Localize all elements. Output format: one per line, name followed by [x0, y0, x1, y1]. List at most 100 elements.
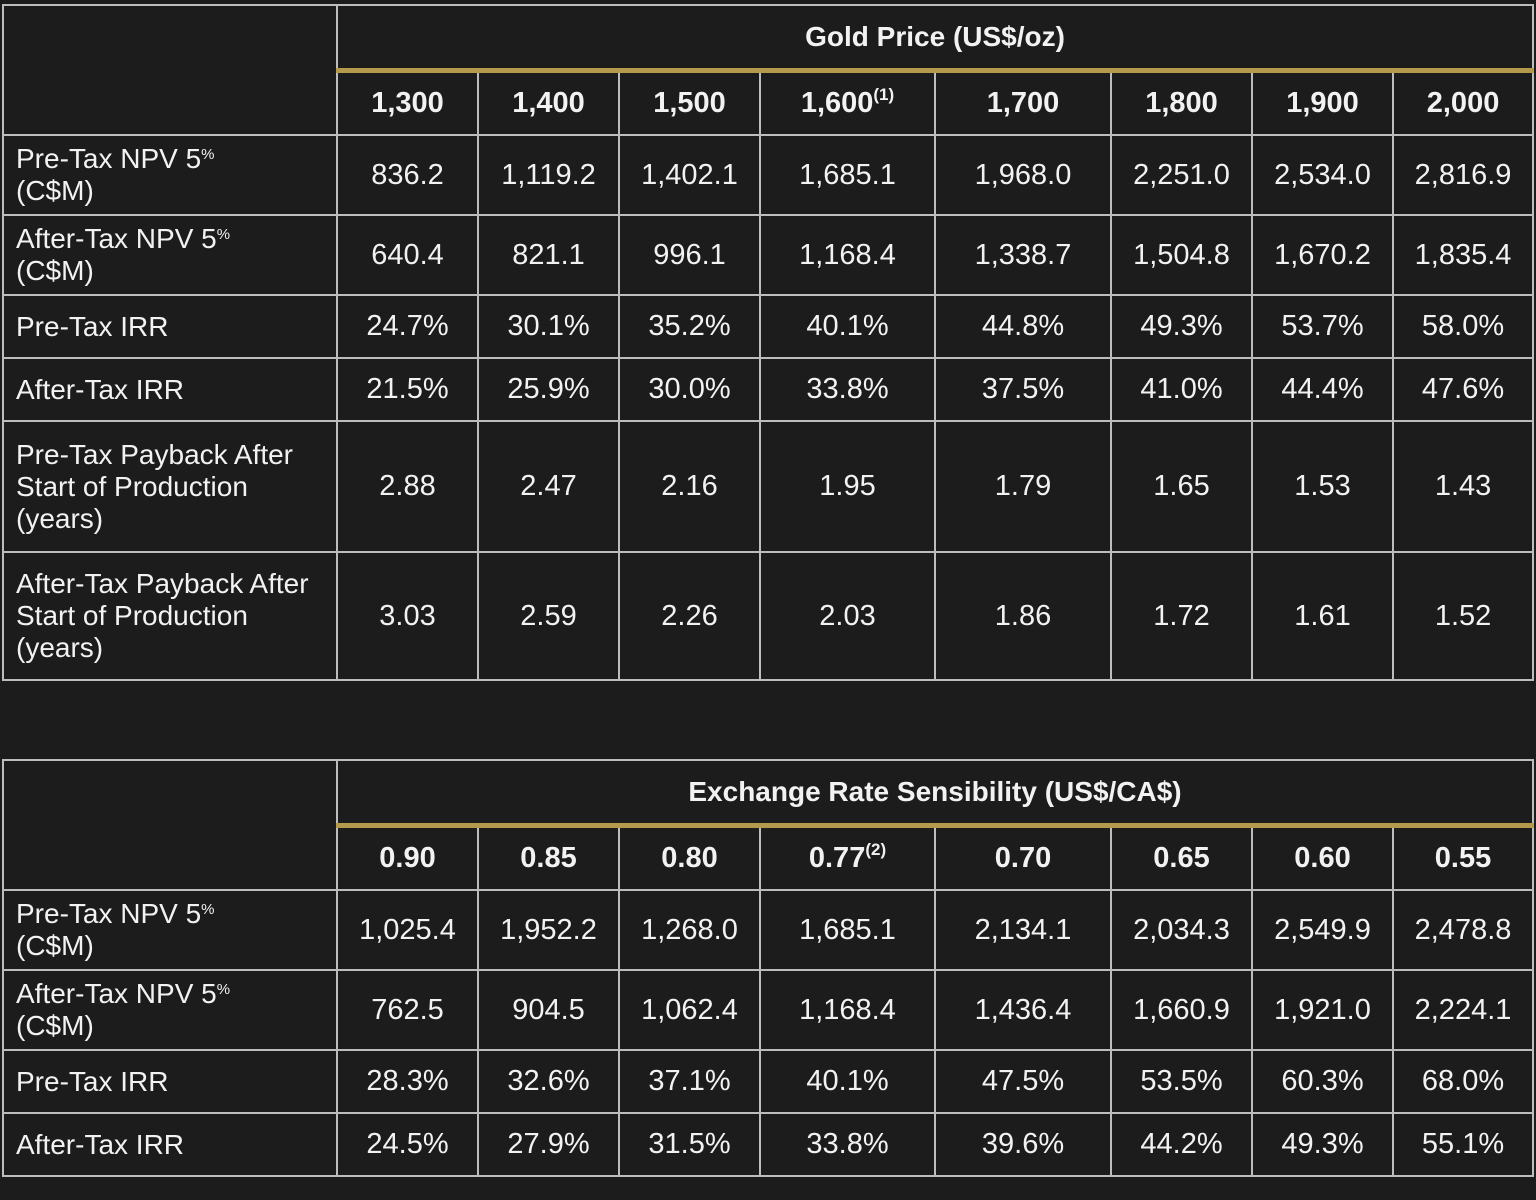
table-row: After-Tax NPV 5% (C$M) 762.5 904.5 1,062.…	[2, 969, 1535, 1051]
row-label: Pre-Tax IRR	[2, 294, 338, 359]
table-cell: 1.95	[759, 420, 936, 553]
table-cell: 1,338.7	[934, 214, 1112, 296]
gold-price-sensitivity-table: Gold Price (US$/oz) 1,300 1,400 1,500 1,…	[2, 4, 1535, 681]
table-cell: 44.2%	[1110, 1112, 1253, 1177]
table-row: Pre-Tax NPV 5% (C$M) 1,025.4 1,952.2 1,26…	[2, 889, 1535, 971]
table-row: Pre-Tax IRR 24.7% 30.1% 35.2% 40.1% 44.8…	[2, 294, 1535, 359]
table-cell: 24.5%	[336, 1112, 479, 1177]
column-header: 0.90	[336, 824, 479, 891]
column-header: 0.55	[1391, 824, 1535, 891]
table-cell: 1,968.0	[934, 134, 1112, 216]
table-cell: 2,251.0	[1110, 134, 1253, 216]
table-cell: 40.1%	[759, 294, 936, 359]
table-row: Pre-Tax NPV 5% (C$M) 836.2 1,119.2 1,402.…	[2, 134, 1535, 216]
table-cell: 1,168.4	[759, 214, 936, 296]
table-cell: 55.1%	[1391, 1112, 1535, 1177]
row-label: Pre-Tax IRR	[2, 1049, 338, 1114]
column-header: 0.80	[618, 824, 761, 891]
table-cell: 1,835.4	[1391, 214, 1535, 296]
table-row: Pre-Tax Payback After Start of Productio…	[2, 420, 1535, 553]
row-label: After-Tax IRR	[2, 1112, 338, 1177]
table-cell: 2.88	[336, 420, 479, 553]
table-cell: 2.16	[618, 420, 761, 553]
table-cell: 821.1	[477, 214, 620, 296]
table-cell: 1,504.8	[1110, 214, 1253, 296]
table-cell: 1,268.0	[618, 889, 761, 971]
row-label: After-Tax NPV 5% (C$M)	[2, 969, 338, 1051]
table-cell: 49.3%	[1251, 1112, 1394, 1177]
column-header: 0.70	[934, 824, 1112, 891]
table-cell: 33.8%	[759, 1112, 936, 1177]
row-label: Pre-Tax NPV 5% (C$M)	[2, 134, 338, 216]
table-cell: 2,816.9	[1391, 134, 1535, 216]
table-cell: 1,119.2	[477, 134, 620, 216]
table-cell: 47.5%	[934, 1049, 1112, 1114]
column-header: 1,700	[934, 69, 1112, 136]
table-cell: 1,436.4	[934, 969, 1112, 1051]
table-cell: 1.43	[1391, 420, 1535, 553]
table-cell: 1,168.4	[759, 969, 936, 1051]
table-cell: 28.3%	[336, 1049, 479, 1114]
table-cell: 1,025.4	[336, 889, 479, 971]
row-label: After-Tax Payback After Start of Product…	[2, 551, 338, 681]
table-cell: 25.9%	[477, 357, 620, 422]
table-cell: 1,402.1	[618, 134, 761, 216]
row-label: After-Tax IRR	[2, 357, 338, 422]
table-cell: 35.2%	[618, 294, 761, 359]
table-cell: 37.1%	[618, 1049, 761, 1114]
table-cell: 1.79	[934, 420, 1112, 553]
table-cell: 33.8%	[759, 357, 936, 422]
table-cell: 31.5%	[618, 1112, 761, 1177]
column-header: 1,500	[618, 69, 761, 136]
table-cell: 2.03	[759, 551, 936, 681]
table-row: After-Tax Payback After Start of Product…	[2, 551, 1535, 681]
table-cell: 762.5	[336, 969, 479, 1051]
table-cell: 2,549.9	[1251, 889, 1394, 971]
table-cell: 2,478.8	[1391, 889, 1535, 971]
table-cell: 44.8%	[934, 294, 1112, 359]
table-cell: 1,660.9	[1110, 969, 1253, 1051]
column-header: 1,900	[1251, 69, 1394, 136]
table-cell: 47.6%	[1391, 357, 1535, 422]
footnote-marker: (2)	[865, 840, 887, 859]
table-cell: 37.5%	[934, 357, 1112, 422]
corner-cell	[2, 4, 338, 136]
table-cell: 39.6%	[934, 1112, 1112, 1177]
table-cell: 1.65	[1110, 420, 1253, 553]
table-cell: 53.5%	[1110, 1049, 1253, 1114]
table-cell: 3.03	[336, 551, 479, 681]
row-label: After-Tax NPV 5% (C$M)	[2, 214, 338, 296]
table-cell: 68.0%	[1391, 1049, 1535, 1114]
table-cell: 904.5	[477, 969, 620, 1051]
table-cell: 1,921.0	[1251, 969, 1394, 1051]
table-cell: 1.52	[1391, 551, 1535, 681]
column-header: 1,600(1)	[759, 69, 936, 136]
column-header: 1,300	[336, 69, 479, 136]
table-cell: 2.47	[477, 420, 620, 553]
table-cell: 2,534.0	[1251, 134, 1394, 216]
column-header: 1,800	[1110, 69, 1253, 136]
table-cell: 2.59	[477, 551, 620, 681]
row-label: Pre-Tax Payback After Start of Productio…	[2, 420, 338, 553]
table-cell: 30.1%	[477, 294, 620, 359]
table-cell: 1,685.1	[759, 889, 936, 971]
corner-cell	[2, 759, 338, 891]
table-cell: 32.6%	[477, 1049, 620, 1114]
table-cell: 49.3%	[1110, 294, 1253, 359]
table-cell: 996.1	[618, 214, 761, 296]
table-cell: 60.3%	[1251, 1049, 1394, 1114]
table-cell: 2,134.1	[934, 889, 1112, 971]
column-header: 0.60	[1251, 824, 1394, 891]
footnote-marker: (1)	[873, 85, 895, 104]
table-row: After-Tax IRR 24.5% 27.9% 31.5% 33.8% 39…	[2, 1112, 1535, 1177]
table-row: After-Tax IRR 21.5% 25.9% 30.0% 33.8% 37…	[2, 357, 1535, 422]
table-cell: 44.4%	[1251, 357, 1394, 422]
table-cell: 58.0%	[1391, 294, 1535, 359]
table-cell: 1,670.2	[1251, 214, 1394, 296]
table-cell: 1,952.2	[477, 889, 620, 971]
table-cell: 53.7%	[1251, 294, 1394, 359]
table-cell: 30.0%	[618, 357, 761, 422]
table-cell: 1,685.1	[759, 134, 936, 216]
column-header: 0.77(2)	[759, 824, 936, 891]
exchange-rate-sensitivity-table: Exchange Rate Sensibility (US$/CA$) 0.90…	[2, 759, 1535, 1177]
